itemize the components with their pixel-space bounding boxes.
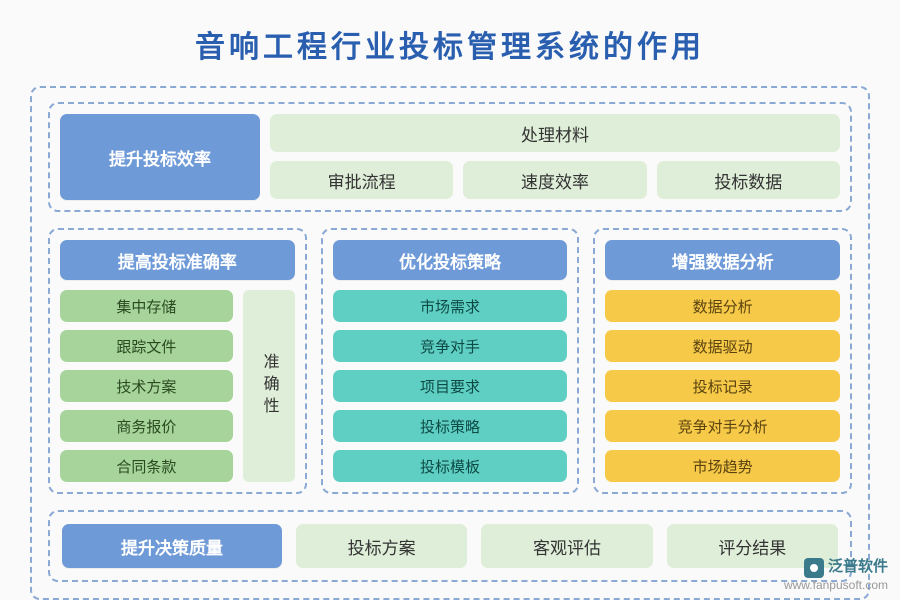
item-material: 处理材料 <box>270 114 840 152</box>
brand-name: 泛普软件 <box>828 558 888 575</box>
column-analysis-items: 数据分析 数据驱动 投标记录 竞争对手分析 市场趋势 <box>605 290 840 482</box>
column-accuracy-items: 集中存储 跟踪文件 技术方案 商务报价 合同条款 <box>60 290 233 482</box>
item-plan: 投标方案 <box>296 524 467 568</box>
item-eval: 客观评估 <box>481 524 652 568</box>
item-approval: 审批流程 <box>270 161 453 199</box>
column-strategy: 优化投标策略 市场需求 竞争对手 项目要求 投标策略 投标模板 <box>321 228 580 494</box>
item-storage: 集中存储 <box>60 290 233 322</box>
column-analysis: 增强数据分析 数据分析 数据驱动 投标记录 竞争对手分析 市场趋势 <box>593 228 852 494</box>
item-driven: 数据驱动 <box>605 330 840 362</box>
diagram-container: 提升投标效率 处理材料 审批流程 速度效率 投标数据 提高投标准确率 集中存储 … <box>30 86 870 600</box>
item-trend: 市场趋势 <box>605 450 840 482</box>
footer-brand: 泛普软件 www.fanpusoft.com <box>784 558 888 592</box>
side-accuracy-label: 准确性 <box>243 290 295 482</box>
column-strategy-items: 市场需求 竞争对手 项目要求 投标策略 投标模板 <box>333 290 568 482</box>
item-compana: 竞争对手分析 <box>605 410 840 442</box>
section-three-columns: 提高投标准确率 集中存储 跟踪文件 技术方案 商务报价 合同条款 准确性 优化投… <box>48 228 852 494</box>
page-title: 音响工程行业投标管理系统的作用 <box>0 0 900 78</box>
item-quote: 商务报价 <box>60 410 233 442</box>
brand-url: www.fanpusoft.com <box>784 578 888 592</box>
item-market: 市场需求 <box>333 290 568 322</box>
item-tech: 技术方案 <box>60 370 233 402</box>
item-strategy: 投标策略 <box>333 410 568 442</box>
item-contract: 合同条款 <box>60 450 233 482</box>
column-accuracy: 提高投标准确率 集中存储 跟踪文件 技术方案 商务报价 合同条款 准确性 <box>48 228 307 494</box>
item-req: 项目要求 <box>333 370 568 402</box>
column-header-strategy: 优化投标策略 <box>333 240 568 280</box>
item-biddata: 投标数据 <box>657 161 840 199</box>
item-track: 跟踪文件 <box>60 330 233 362</box>
section-header-efficiency: 提升投标效率 <box>60 114 260 200</box>
item-analysis: 数据分析 <box>605 290 840 322</box>
item-speed: 速度效率 <box>463 161 646 199</box>
item-record: 投标记录 <box>605 370 840 402</box>
section-decision: 提升决策质量 投标方案 客观评估 评分结果 <box>48 510 852 582</box>
section-efficiency: 提升投标效率 处理材料 审批流程 速度效率 投标数据 <box>48 102 852 212</box>
section-efficiency-items: 处理材料 审批流程 速度效率 投标数据 <box>270 114 840 200</box>
item-template: 投标模板 <box>333 450 568 482</box>
column-header-analysis: 增强数据分析 <box>605 240 840 280</box>
logo-icon <box>804 558 824 578</box>
item-competitor: 竞争对手 <box>333 330 568 362</box>
column-header-accuracy: 提高投标准确率 <box>60 240 295 280</box>
section-header-decision: 提升决策质量 <box>62 524 282 568</box>
